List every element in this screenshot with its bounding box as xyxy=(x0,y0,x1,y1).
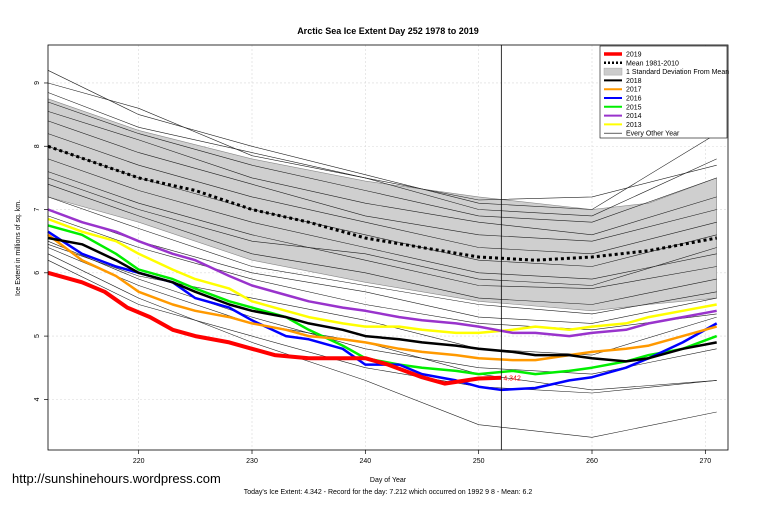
legend-label: 2015 xyxy=(626,104,642,111)
y-tick-label-4: 4 xyxy=(34,397,41,401)
legend-label: 2013 xyxy=(626,122,642,129)
other-year-line-3 xyxy=(47,101,717,223)
y-tick-label-8: 8 xyxy=(34,144,41,148)
footer-summary: Today's Ice Extent: 4.342 - Record for t… xyxy=(244,489,533,496)
legend-label: Mean 1981-2010 xyxy=(626,60,679,67)
legend-item-1: Mean 1981-2010 xyxy=(604,60,679,67)
x-tick-label-250: 250 xyxy=(473,458,485,465)
legend-item-2: 1 Standard Deviation From Mean xyxy=(603,67,729,76)
legend-item-7: 2014 xyxy=(604,113,642,120)
mean-1981-2010-line xyxy=(47,144,717,262)
other-year-line-12 xyxy=(47,215,717,331)
x-axis-label: Day of Year xyxy=(370,477,407,484)
x-tick-label-270: 270 xyxy=(699,458,711,465)
legend-swatch xyxy=(603,67,623,76)
legend-label: 2018 xyxy=(626,78,642,85)
y-tick-label-7: 7 xyxy=(34,207,41,211)
legend-item-0: 2019 xyxy=(604,52,642,59)
other-year-line-2 xyxy=(47,92,717,217)
legend-item-9: Every Other Year xyxy=(604,131,680,138)
other-year-line-17 xyxy=(47,244,717,356)
other-years xyxy=(47,70,717,438)
series-line-2018 xyxy=(47,236,717,363)
x-tick-label-260: 260 xyxy=(586,458,598,465)
legend-item-6: 2015 xyxy=(604,104,642,111)
series-lines xyxy=(47,208,718,392)
other-year-line-15 xyxy=(47,253,717,438)
legend-label: 2017 xyxy=(626,87,642,94)
other-year-line-5 xyxy=(47,120,717,242)
y-ticks: 4 5 6 7 8 9 xyxy=(34,81,48,401)
legend-item-5: 2016 xyxy=(604,96,642,103)
mean-line xyxy=(47,144,717,262)
legend-item-4: 2017 xyxy=(604,87,642,94)
x-tick-label-220: 220 xyxy=(133,458,145,465)
other-year-line-13 xyxy=(47,240,717,375)
legend-item-8: 2013 xyxy=(604,122,642,129)
legend-label: 2019 xyxy=(626,52,642,59)
x-tick-label-230: 230 xyxy=(246,458,258,465)
y-tick-label-6: 6 xyxy=(34,271,41,275)
other-year-line-6 xyxy=(47,133,717,255)
other-year-line-10 xyxy=(47,183,717,305)
legend-label: 2016 xyxy=(626,96,642,103)
other-year-line-4 xyxy=(47,111,717,236)
other-year-line-8 xyxy=(47,158,717,280)
legend-box xyxy=(599,45,728,139)
watermark-url: http://sunshinehours.wordpress.com xyxy=(12,471,221,486)
series-line-2019 xyxy=(47,270,502,386)
x-ticks: 220 230 240 250 260 270 xyxy=(133,450,711,465)
x-tick-label-240: 240 xyxy=(359,458,371,465)
current-value-label: 4.342 xyxy=(503,376,521,383)
chart-title: Arctic Sea Ice Extent Day 252 1978 to 20… xyxy=(297,26,479,36)
other-year-line-16 xyxy=(47,259,717,394)
day-marker: 4.342 xyxy=(500,45,521,450)
y-tick-label-5: 5 xyxy=(34,334,41,338)
legend-item-3: 2018 xyxy=(604,78,642,85)
y-tick-label-9: 9 xyxy=(34,81,41,85)
series-line-2013 xyxy=(47,217,717,335)
other-year-line-11 xyxy=(47,196,717,315)
other-year-line-19 xyxy=(47,177,717,286)
y-axis-label: Ice Extent in millions of sq. km. xyxy=(15,200,22,296)
other-year-line-9 xyxy=(47,171,717,289)
series-line-2017 xyxy=(47,233,718,362)
legend-label: 1 Standard Deviation From Mean xyxy=(626,69,729,76)
plot-frame xyxy=(47,44,729,451)
other-year-line-0 xyxy=(47,70,717,210)
legend-label: 2014 xyxy=(626,113,642,120)
series-line-2014 xyxy=(47,208,717,338)
legend-label: Every Other Year xyxy=(626,131,680,138)
